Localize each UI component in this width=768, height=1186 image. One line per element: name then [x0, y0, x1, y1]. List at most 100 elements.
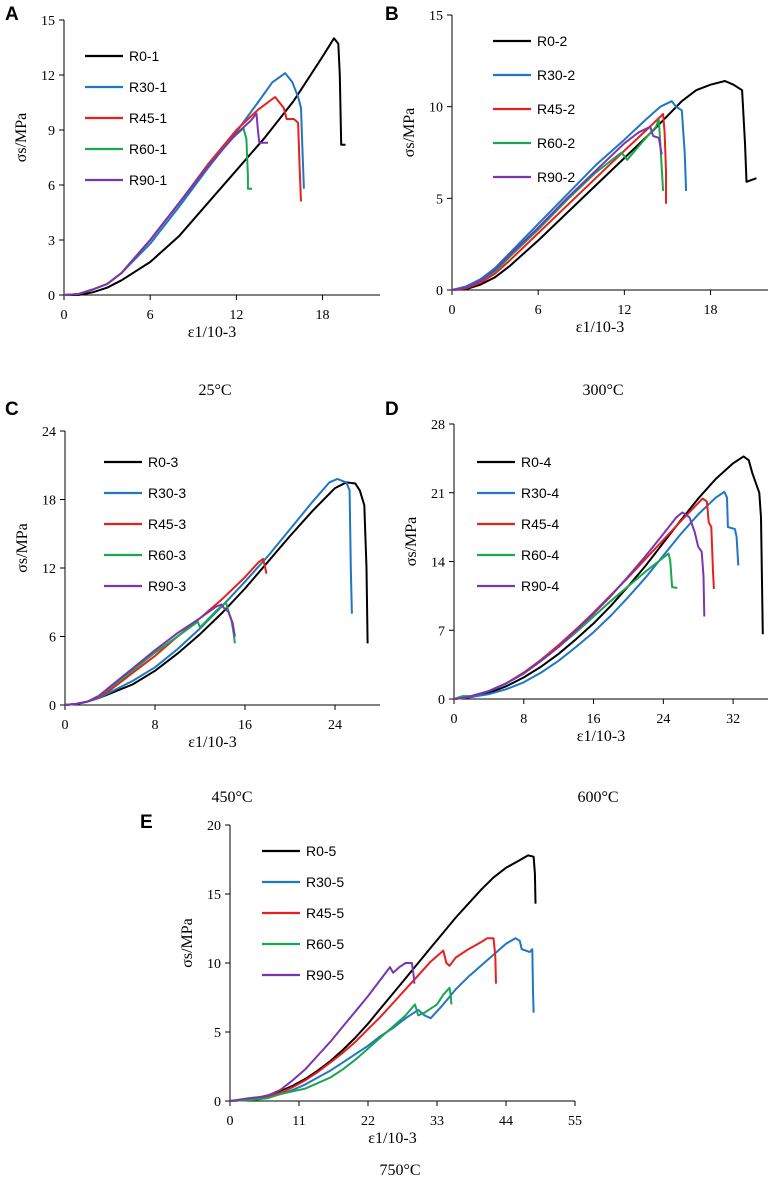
legend-label: R45-3 — [148, 516, 186, 532]
y-tick-label: 0 — [438, 693, 445, 708]
x-tick-label: 0 — [451, 712, 458, 727]
y-tick-label: 20 — [207, 819, 221, 834]
y-tick-label: 24 — [42, 425, 56, 440]
series-line-r30-4 — [453, 490, 740, 700]
x-tick-label: 11 — [292, 1114, 305, 1129]
series-line-r0-4 — [453, 455, 764, 700]
temperature-caption: 600°C — [577, 789, 618, 806]
legend-label: R60-3 — [148, 547, 186, 563]
series-line-r30-5 — [229, 937, 535, 1102]
x-tick-label: 44 — [499, 1114, 513, 1129]
x-tick-label: 0 — [62, 718, 69, 733]
panel-letter: A — [5, 4, 19, 25]
series-line-r45-2 — [451, 113, 667, 291]
x-tick-label: 16 — [587, 712, 601, 727]
chart-panel-b: B 0 5 10 15 0 6 12 18 ε1/10-3 σs/MPa R0-2 R30-2 R45-2… — [385, 4, 768, 399]
series-line-r90-5 — [229, 962, 416, 1102]
series-line-r30-3 — [64, 477, 353, 706]
y-tick-label: 18 — [42, 494, 56, 509]
y-tick-label: 5 — [436, 192, 443, 207]
x-tick-label: 33 — [430, 1114, 444, 1129]
y-tick-label: 14 — [431, 556, 445, 571]
series-line-r0-1 — [64, 37, 346, 296]
x-tick-label: 8 — [152, 718, 159, 733]
y-tick-label: 3 — [48, 234, 55, 249]
legend-label: R90-3 — [148, 578, 186, 594]
legend-label: R45-5 — [306, 905, 344, 921]
y-tick-label: 5 — [214, 1026, 221, 1041]
panel-letter: D — [385, 399, 399, 420]
y-tick-label: 0 — [436, 284, 443, 299]
x-tick-label: 22 — [361, 1114, 375, 1129]
x-tick-label: 24 — [328, 718, 342, 733]
x-tick-label: 32 — [726, 712, 740, 727]
y-tick-label: 12 — [42, 562, 56, 577]
x-tick-label: 6 — [147, 308, 154, 323]
legend-label: R30-4 — [521, 485, 559, 501]
x-tick-label: 55 — [568, 1114, 582, 1129]
series-line-r90-1 — [63, 112, 268, 296]
x-tick-label: 0 — [449, 303, 456, 318]
legend-label: R60-4 — [521, 547, 559, 563]
legend-label: R60-2 — [537, 135, 575, 151]
x-axis-title: ε1/10-3 — [576, 319, 625, 336]
chart-panel-a: A 0 3 6 9 12 15 0 6 12 18 ε1/10-3 σs/MPa R0-1 R30-1 R45… — [5, 4, 380, 399]
legend-label: R90-4 — [521, 578, 559, 594]
temperature-caption: 450°C — [211, 789, 252, 806]
x-axis-title: ε1/10-3 — [577, 728, 626, 745]
y-tick-label: 7 — [438, 624, 445, 639]
y-tick-label: 10 — [429, 101, 443, 116]
legend-label: R0-5 — [306, 843, 337, 859]
series-line-r0-3 — [64, 481, 369, 706]
panel-letter: B — [385, 4, 399, 25]
legend-label: R45-4 — [521, 516, 559, 532]
y-tick-label: 10 — [207, 957, 221, 972]
y-tick-label: 0 — [49, 699, 56, 714]
y-tick-label: 6 — [48, 179, 55, 194]
legend-label: R90-1 — [129, 172, 167, 188]
x-tick-label: 6 — [535, 303, 542, 318]
legend-label: R0-1 — [129, 48, 160, 64]
legend-label: R0-4 — [521, 454, 552, 470]
series-line-r30-1 — [63, 72, 305, 296]
legend-label: R30-5 — [306, 874, 344, 890]
legend-label: R30-2 — [537, 67, 575, 83]
series-line-r90-3 — [64, 603, 236, 706]
y-axis-title: σs/MPa — [179, 918, 196, 968]
panel-letter: E — [140, 812, 153, 833]
y-tick-label: 0 — [48, 289, 55, 304]
temperature-caption: 750°C — [379, 1162, 420, 1179]
y-tick-label: 28 — [431, 418, 445, 433]
series-line-r0-2 — [451, 80, 757, 291]
series-line-r45-1 — [63, 96, 302, 296]
y-axis-title: σs/MPa — [14, 523, 31, 573]
legend-label: R30-1 — [129, 79, 167, 95]
y-axis-title: σs/MPa — [401, 108, 418, 158]
x-axis-title: ε1/10-3 — [188, 324, 237, 341]
x-axis-title: ε1/10-3 — [368, 1130, 417, 1147]
x-tick-label: 0 — [227, 1114, 234, 1129]
legend-label: R90-5 — [306, 967, 344, 983]
y-tick-label: 15 — [41, 14, 55, 29]
chart-panel-e: E 0 5 10 15 20 0 11 22 33 44 55 ε1/10-3 σs/MPa R0-5 R30… — [140, 812, 582, 1179]
legend-label: R45-2 — [537, 101, 575, 117]
y-axis-title: σs/MPa — [403, 517, 420, 567]
x-tick-label: 0 — [61, 308, 68, 323]
x-tick-label: 24 — [656, 712, 670, 727]
legend-label: R0-2 — [537, 33, 568, 49]
legend-label: R60-1 — [129, 141, 167, 157]
x-tick-label: 12 — [617, 303, 631, 318]
series-line-r45-4 — [453, 497, 715, 700]
x-tick-label: 16 — [238, 718, 252, 733]
temperature-caption: 25°C — [198, 382, 231, 399]
y-tick-label: 6 — [49, 631, 56, 646]
series-line-r30-2 — [451, 100, 688, 291]
x-tick-label: 18 — [316, 308, 330, 323]
y-tick-label: 9 — [48, 124, 55, 139]
y-axis-title: σs/MPa — [13, 113, 30, 163]
legend-label: R60-5 — [306, 936, 344, 952]
y-tick-label: 15 — [429, 9, 443, 24]
legend-label: R30-3 — [148, 485, 186, 501]
y-tick-label: 15 — [207, 888, 221, 903]
